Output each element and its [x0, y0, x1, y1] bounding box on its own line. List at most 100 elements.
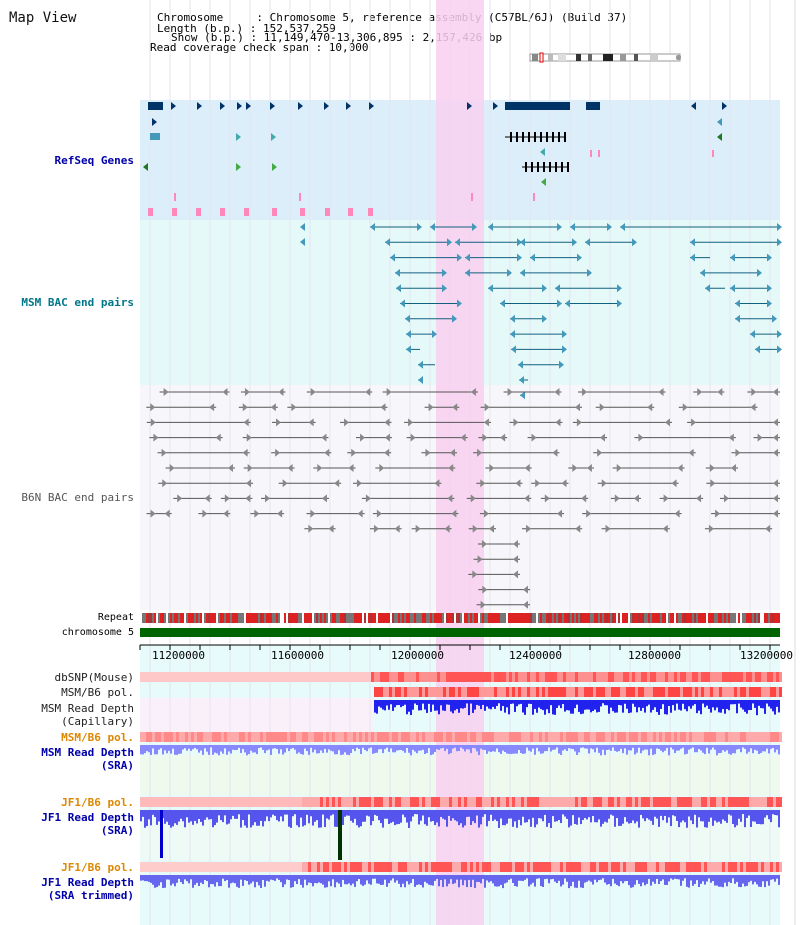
pol-mark	[440, 687, 443, 697]
pol-mark	[758, 732, 761, 742]
depth-bar	[368, 745, 370, 749]
lower-tracks[interactable]	[140, 672, 782, 889]
chromosome-ideogram-icon[interactable]	[529, 52, 681, 63]
pol-mark	[617, 797, 620, 807]
pol-mark	[389, 862, 392, 872]
depth-bar	[412, 810, 414, 817]
depth-bar	[314, 745, 316, 750]
bac-end-arrow	[510, 330, 515, 339]
depth-bar	[704, 700, 706, 708]
bac-end-arrow	[385, 238, 390, 247]
repeat-mark	[380, 613, 382, 623]
depth-bar	[774, 875, 776, 882]
pol-mark	[698, 732, 701, 742]
dbsnp-mark	[482, 672, 485, 682]
depth-bar	[526, 875, 528, 879]
bac-end-arrow	[523, 600, 528, 609]
depth-bar	[512, 875, 514, 883]
pol-mark	[401, 687, 404, 697]
dbsnp-mark	[164, 672, 167, 682]
pol-mark	[443, 797, 446, 807]
pol-mark	[620, 687, 623, 697]
bac-end-arrow	[480, 479, 486, 488]
repeat-mark	[562, 613, 564, 623]
pol-mark	[161, 732, 164, 742]
pol-mark	[380, 862, 383, 872]
pol-mark	[626, 687, 629, 697]
depth-bar	[552, 810, 554, 817]
repeat-track[interactable]	[140, 613, 780, 623]
repeat-mark	[492, 613, 494, 623]
pol-mark	[290, 797, 293, 807]
depth-bar	[402, 745, 404, 751]
pol-mark	[566, 797, 569, 807]
repeat-mark	[630, 613, 632, 623]
b6n-bac-track[interactable]	[146, 388, 780, 609]
bac-end-arrow	[406, 330, 411, 339]
depth-bar	[364, 745, 366, 751]
msm-bac-track[interactable]	[300, 223, 782, 400]
pol-mark	[728, 687, 731, 697]
pol-mark	[650, 797, 653, 807]
repeat-mark	[510, 613, 512, 623]
pol-mark	[293, 732, 296, 742]
pol-mark	[326, 797, 329, 807]
depth-bar	[254, 810, 256, 823]
refseq-genes-track[interactable]	[143, 102, 727, 216]
depth-bar	[502, 745, 504, 751]
depth-bar	[382, 745, 384, 754]
bac-end-arrow	[457, 299, 462, 308]
pol-mark	[668, 797, 671, 807]
depth-bar	[330, 745, 332, 751]
pol-mark	[341, 797, 344, 807]
repeat-mark	[684, 613, 686, 623]
depth-bar	[758, 875, 760, 887]
pol-mark	[515, 687, 518, 697]
pol-mark	[479, 732, 482, 742]
gene-arrow	[493, 102, 498, 110]
bac-end-arrow	[520, 268, 525, 277]
depth-bar	[530, 700, 532, 704]
depth-bar	[486, 745, 488, 754]
depth-bar	[534, 810, 536, 828]
pol-mark	[257, 797, 260, 807]
depth-bar	[510, 745, 512, 755]
bac-end-arrow	[767, 284, 772, 293]
repeat-mark	[168, 613, 170, 623]
depth-bar	[322, 810, 324, 815]
pol-mark	[677, 797, 680, 807]
chromosome-bar[interactable]	[140, 628, 780, 637]
depth-bar	[386, 745, 388, 748]
repeat-mark	[192, 613, 194, 623]
depth-bar	[556, 700, 558, 708]
repeat-mark	[226, 613, 228, 623]
repeat-mark	[230, 613, 232, 623]
pol-mark	[434, 862, 437, 872]
pol-mark	[668, 862, 671, 872]
depth-bar	[650, 810, 652, 821]
pol-mark	[464, 862, 467, 872]
depth-bar	[188, 745, 190, 749]
repeat-mark	[608, 613, 610, 623]
gene-block	[148, 102, 163, 110]
depth-bar	[734, 745, 736, 754]
depth-bar	[628, 875, 630, 886]
highlight-region[interactable]	[436, 0, 484, 925]
pol-mark	[725, 687, 728, 697]
bac-end-arrow	[169, 464, 175, 472]
depth-bar	[612, 810, 614, 816]
depth-bar	[564, 810, 566, 817]
bac-end-arrow	[243, 418, 249, 427]
depth-bar	[396, 810, 398, 825]
depth-bar	[370, 745, 372, 748]
depth-bar	[676, 875, 678, 880]
pol-mark	[452, 862, 455, 872]
depth-bar	[690, 875, 692, 881]
pol-mark	[407, 862, 410, 872]
depth-bar	[478, 700, 480, 706]
pol-mark	[281, 797, 284, 807]
dbsnp-mark	[317, 672, 320, 682]
repeat-mark	[260, 613, 262, 623]
depth-bar	[426, 875, 428, 884]
